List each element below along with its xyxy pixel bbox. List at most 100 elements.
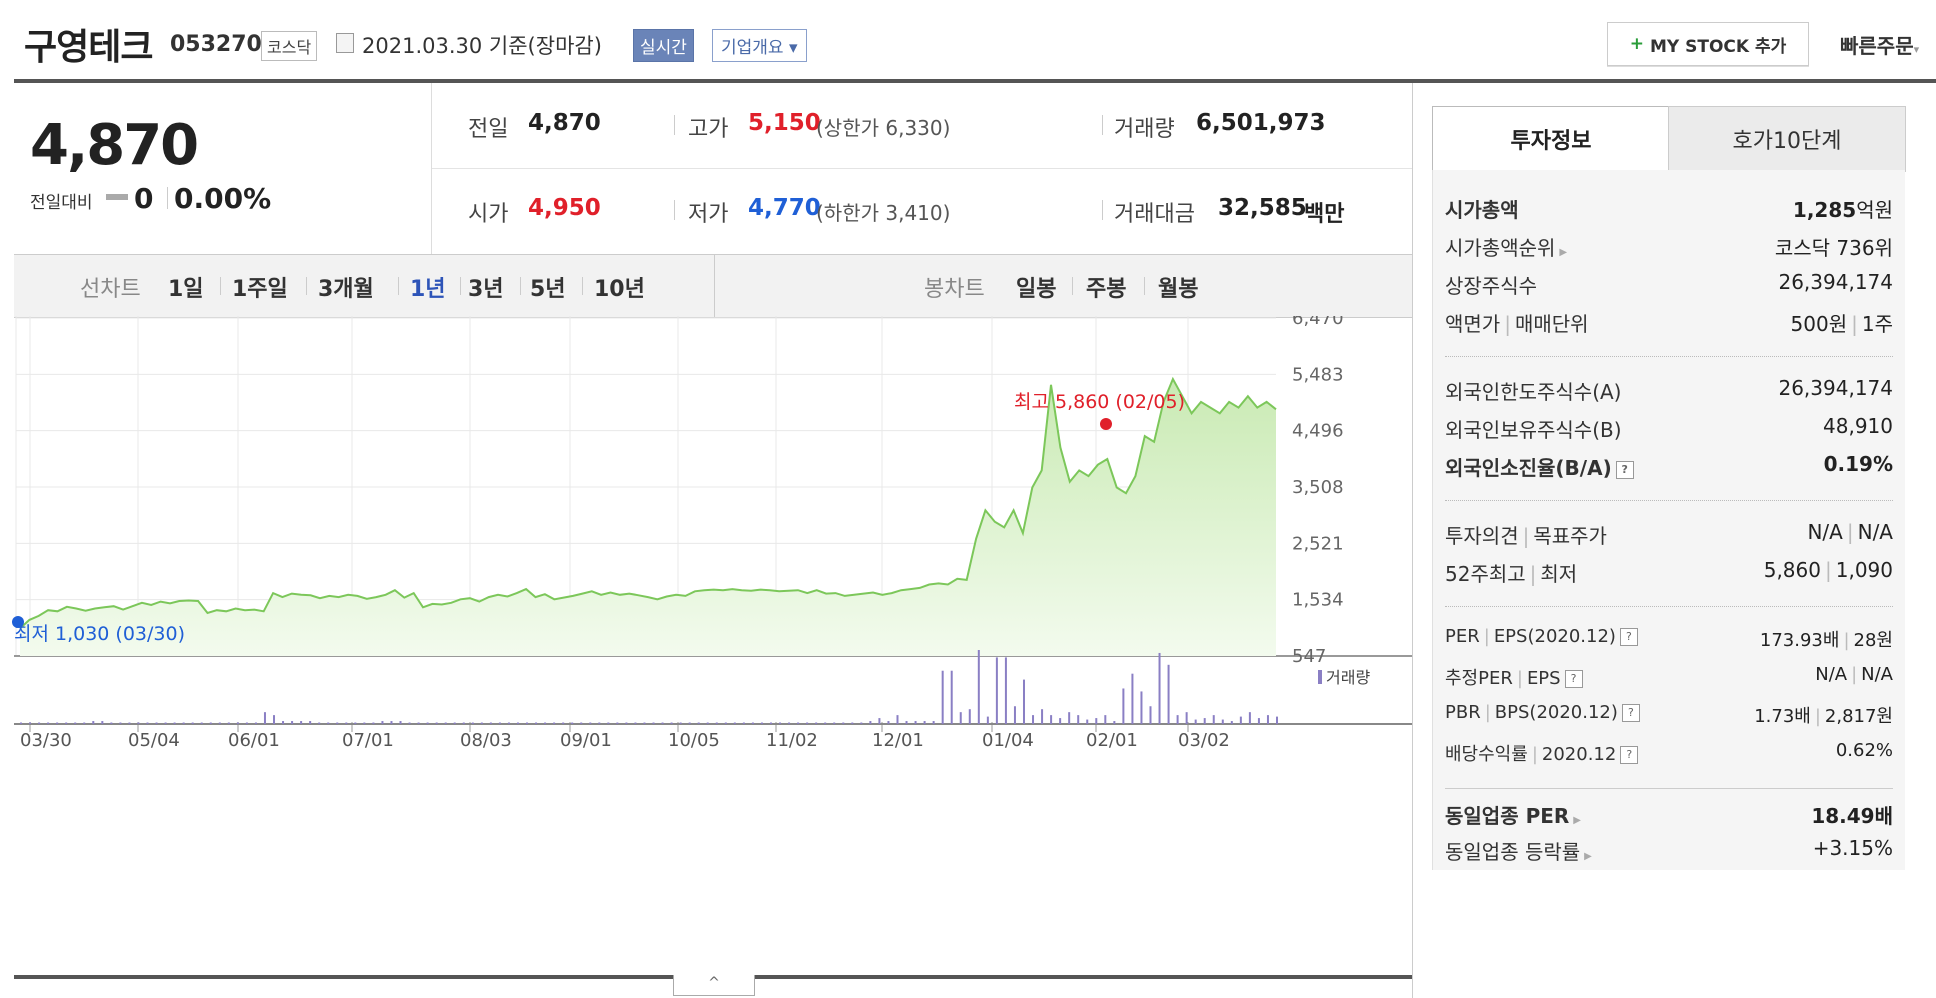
volume-bar (706, 722, 709, 724)
target-value: N/A (1857, 520, 1893, 544)
volume-bar (507, 722, 510, 724)
volume-bar (589, 722, 592, 724)
opinion-target-label: 투자의견 | 목표주가 (1445, 520, 1607, 549)
stock-code: 053270 (170, 32, 262, 57)
opinion-target: N/A | N/A (1807, 520, 1893, 544)
candle-weekly[interactable]: 주봉 (1086, 277, 1127, 302)
help-icon[interactable]: ? (1564, 670, 1583, 688)
quick-order-button[interactable]: 빠른주문▾ (1840, 30, 1919, 59)
separator: | (1529, 562, 1537, 586)
collapse-chart-button[interactable]: ^ (673, 975, 755, 996)
volume-bar (218, 722, 221, 724)
volume-bar (390, 721, 393, 724)
volume-bar (806, 722, 809, 724)
triangle-right-icon: ▶ (1584, 851, 1592, 862)
lower-limit: (하한가 3,410) (816, 201, 951, 225)
separator (674, 115, 675, 135)
base-date: 2021.03.30 기준(장마감) (362, 34, 602, 58)
market-cap-rank-link[interactable]: 시가총액순위 ▶ (1445, 232, 1567, 261)
volume-bar (1041, 709, 1044, 724)
separator: | (1531, 744, 1538, 765)
volume-bar (426, 722, 429, 724)
separator: | (1846, 520, 1854, 544)
calendar-icon[interactable] (336, 33, 354, 53)
volume-bar (760, 722, 763, 724)
separator (398, 277, 399, 295)
change-amount: 0 (134, 182, 154, 215)
change-label: 전일대비 (30, 193, 93, 213)
add-my-stock-button[interactable]: + MY STOCK 추가 (1607, 22, 1809, 66)
volume-bar (372, 722, 375, 724)
volume-bar (751, 722, 754, 724)
volume-bar (950, 670, 953, 724)
help-icon[interactable]: ? (1615, 460, 1634, 479)
company-overview-button[interactable]: 기업개요 ▾ (712, 29, 807, 62)
triangle-right-icon: ▶ (1573, 815, 1581, 826)
help-icon[interactable]: ? (1621, 704, 1640, 722)
pbr-bps-label: PBR | BPS(2020.12)? (1445, 702, 1640, 723)
volume-bar (498, 722, 501, 724)
volume-bar (580, 722, 583, 724)
volume-bar (1203, 718, 1206, 724)
price-chart[interactable]: 최고 5,860 (02/05) 최저 1,030 (03/30) 거래량 6,… (0, 308, 1412, 976)
section-divider (1445, 356, 1893, 357)
volume-bar (38, 722, 41, 724)
est-eps-value: N/A (1861, 664, 1893, 685)
dividend-label: 배당수익률 | 2020.12? (1445, 740, 1639, 766)
x-tick-label: 05/04 (128, 730, 180, 751)
period-3m[interactable]: 3개월 (318, 277, 374, 302)
face-value-trade-unit-label: 액면가 | 매매단위 (1445, 308, 1589, 337)
market-cap-rank: 코스닥 736위 (1774, 236, 1893, 260)
y-tick-label: 2,521 (1292, 533, 1344, 554)
company-overview-label: 기업개요 (721, 38, 784, 58)
volume-bar (110, 722, 113, 724)
volume-bar (236, 722, 239, 724)
change-percent: 0.00% (174, 182, 272, 215)
x-tick-label: 03/02 (1178, 730, 1230, 751)
dividend-yield-label: 배당수익률 (1445, 744, 1528, 765)
volume-bar (842, 722, 845, 724)
period-10y[interactable]: 10년 (594, 277, 645, 302)
volume-bar (526, 722, 529, 724)
period-3y[interactable]: 3년 (468, 277, 504, 302)
volume-bar (408, 722, 411, 724)
realtime-button[interactable]: 실시간 (633, 29, 694, 62)
x-tick-label: 12/01 (872, 730, 924, 751)
period-5y[interactable]: 5년 (530, 277, 566, 302)
separator (460, 277, 461, 295)
est-per-value: N/A (1815, 664, 1848, 685)
help-icon[interactable]: ? (1619, 628, 1638, 646)
sector-per-link[interactable]: 동일업종 PER ▶ (1445, 800, 1581, 829)
low-value: 4,770 (748, 195, 821, 221)
volume-value: 6,501,973 (1196, 110, 1326, 136)
volume-bar (254, 722, 257, 724)
period-1w[interactable]: 1주일 (232, 277, 288, 302)
volume-bar (1185, 712, 1188, 724)
volume-bar (1122, 688, 1125, 724)
tab-invest-info[interactable]: 투자정보 (1432, 106, 1670, 171)
help-icon[interactable]: ? (1620, 746, 1639, 764)
candle-monthly[interactable]: 월봉 (1158, 277, 1199, 302)
listed-shares: 26,394,174 (1778, 270, 1893, 294)
period-1y[interactable]: 1년 (410, 277, 446, 302)
y-tick-label: 1,534 (1292, 590, 1344, 611)
candle-daily[interactable]: 일봉 (1016, 277, 1057, 302)
volume-bar (779, 722, 782, 724)
volume-bar (1004, 657, 1007, 724)
separator: | (1483, 626, 1490, 647)
volume-bar (571, 722, 574, 724)
separator (1072, 277, 1073, 295)
line-chart-label: 선차트 (80, 277, 141, 302)
volume-bar (1086, 719, 1089, 724)
separator (1144, 277, 1145, 295)
tab-order-book[interactable]: 호가10단계 (1668, 106, 1906, 172)
volume-bar (625, 722, 628, 724)
volume-bar (453, 722, 456, 724)
sector-change-link[interactable]: 동일업종 등락률 ▶ (1445, 836, 1592, 865)
volume-bar (200, 722, 203, 724)
period-1d[interactable]: 1일 (168, 277, 204, 302)
foreign-limit-label: 외국인한도주식수(A) (1445, 380, 1622, 404)
x-tick-label: 03/30 (20, 730, 72, 751)
sector-change-label: 동일업종 등락률 (1445, 840, 1581, 864)
add-my-stock-label: MY STOCK 추가 (1649, 36, 1787, 57)
